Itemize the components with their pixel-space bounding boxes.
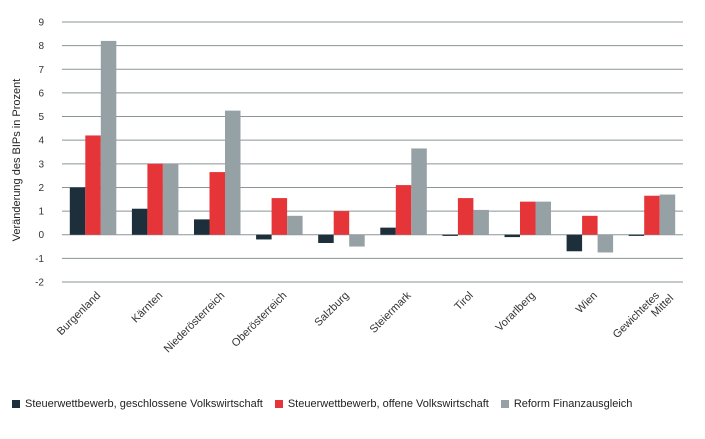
y-tick-label: 9 — [38, 18, 44, 29]
legend-swatch-series-1 — [12, 400, 20, 408]
bar — [535, 201, 551, 235]
x-tick-label: Steiermark — [368, 289, 414, 335]
bar — [256, 234, 272, 240]
bar — [69, 187, 86, 235]
bar — [457, 198, 474, 235]
y-tick-label: 7 — [38, 65, 44, 76]
y-tick-label: -1 — [35, 254, 44, 265]
bar — [333, 211, 350, 235]
x-tick-label: Kärnten — [130, 290, 166, 326]
x-tick-label: Niederösterreich — [162, 290, 228, 356]
bar — [209, 172, 225, 235]
y-tick-label: 5 — [38, 112, 44, 123]
y-tick-label: 8 — [38, 41, 44, 52]
bar — [318, 234, 334, 243]
bar — [147, 163, 163, 235]
bar — [287, 215, 303, 235]
legend-label-series-1: Steuerwettbewerb, geschlossene Volkswirt… — [25, 398, 263, 410]
y-tick-label: 1 — [38, 207, 44, 218]
bar — [659, 194, 676, 235]
bar — [411, 148, 427, 235]
legend-item-series-3: Reform Finanzausgleich — [500, 398, 633, 410]
y-tick-label: -2 — [35, 278, 44, 289]
bar — [628, 234, 645, 236]
bar — [473, 209, 489, 235]
bar — [271, 198, 288, 235]
bar — [162, 163, 179, 235]
legend-item-series-2: Steuerwettbewerb, offene Volkswirtschaft — [274, 398, 489, 410]
y-tick-label: 4 — [38, 136, 44, 147]
legend-label-series-2: Steuerwettbewerb, offene Volkswirtschaft — [287, 398, 489, 410]
y-tick-label: 0 — [38, 230, 44, 241]
bar — [225, 110, 241, 235]
bar-chart-svg: -2 -1 0 1 2 3 4 5 6 7 8 9 Veränderung des BIPs in Pr… — [11, 18, 683, 356]
bar — [349, 234, 365, 247]
legend: Steuerwettbewerb, geschlossene Volkswirt… — [12, 398, 644, 410]
y-tick-label: 2 — [38, 183, 44, 194]
bar — [395, 185, 412, 235]
bar — [644, 195, 660, 235]
bar — [520, 201, 536, 235]
y-axis-label: Veränderung des BIPs in Prozent — [11, 79, 23, 242]
legend-swatch-series-3 — [500, 400, 509, 408]
x-tick-label: Tirol — [452, 290, 475, 313]
bar — [597, 234, 614, 253]
y-tick-label: 6 — [38, 88, 44, 99]
bar — [582, 215, 598, 235]
bar — [194, 219, 210, 235]
x-tick-label: Salzburg — [312, 290, 351, 329]
bar — [85, 135, 101, 235]
legend-label-series-3: Reform Finanzausgleich — [513, 398, 633, 410]
x-tick-label: Burgenland — [55, 290, 103, 338]
bar — [100, 40, 117, 235]
bar — [442, 234, 458, 236]
bar — [131, 208, 148, 235]
bar — [380, 227, 396, 235]
x-tick-label: Oberösterreich — [230, 290, 290, 350]
x-tick-label: Vorarlberg — [493, 290, 537, 334]
legend-swatch-series-2 — [274, 400, 283, 408]
x-tick-label: Wien — [574, 290, 600, 316]
x-tick-label: GewichtetesMittel — [611, 284, 676, 349]
bar — [566, 234, 583, 252]
y-tick-label: 3 — [38, 159, 44, 170]
legend-item-series-1: Steuerwettbewerb, geschlossene Volkswirt… — [12, 398, 263, 410]
bar — [504, 234, 520, 238]
